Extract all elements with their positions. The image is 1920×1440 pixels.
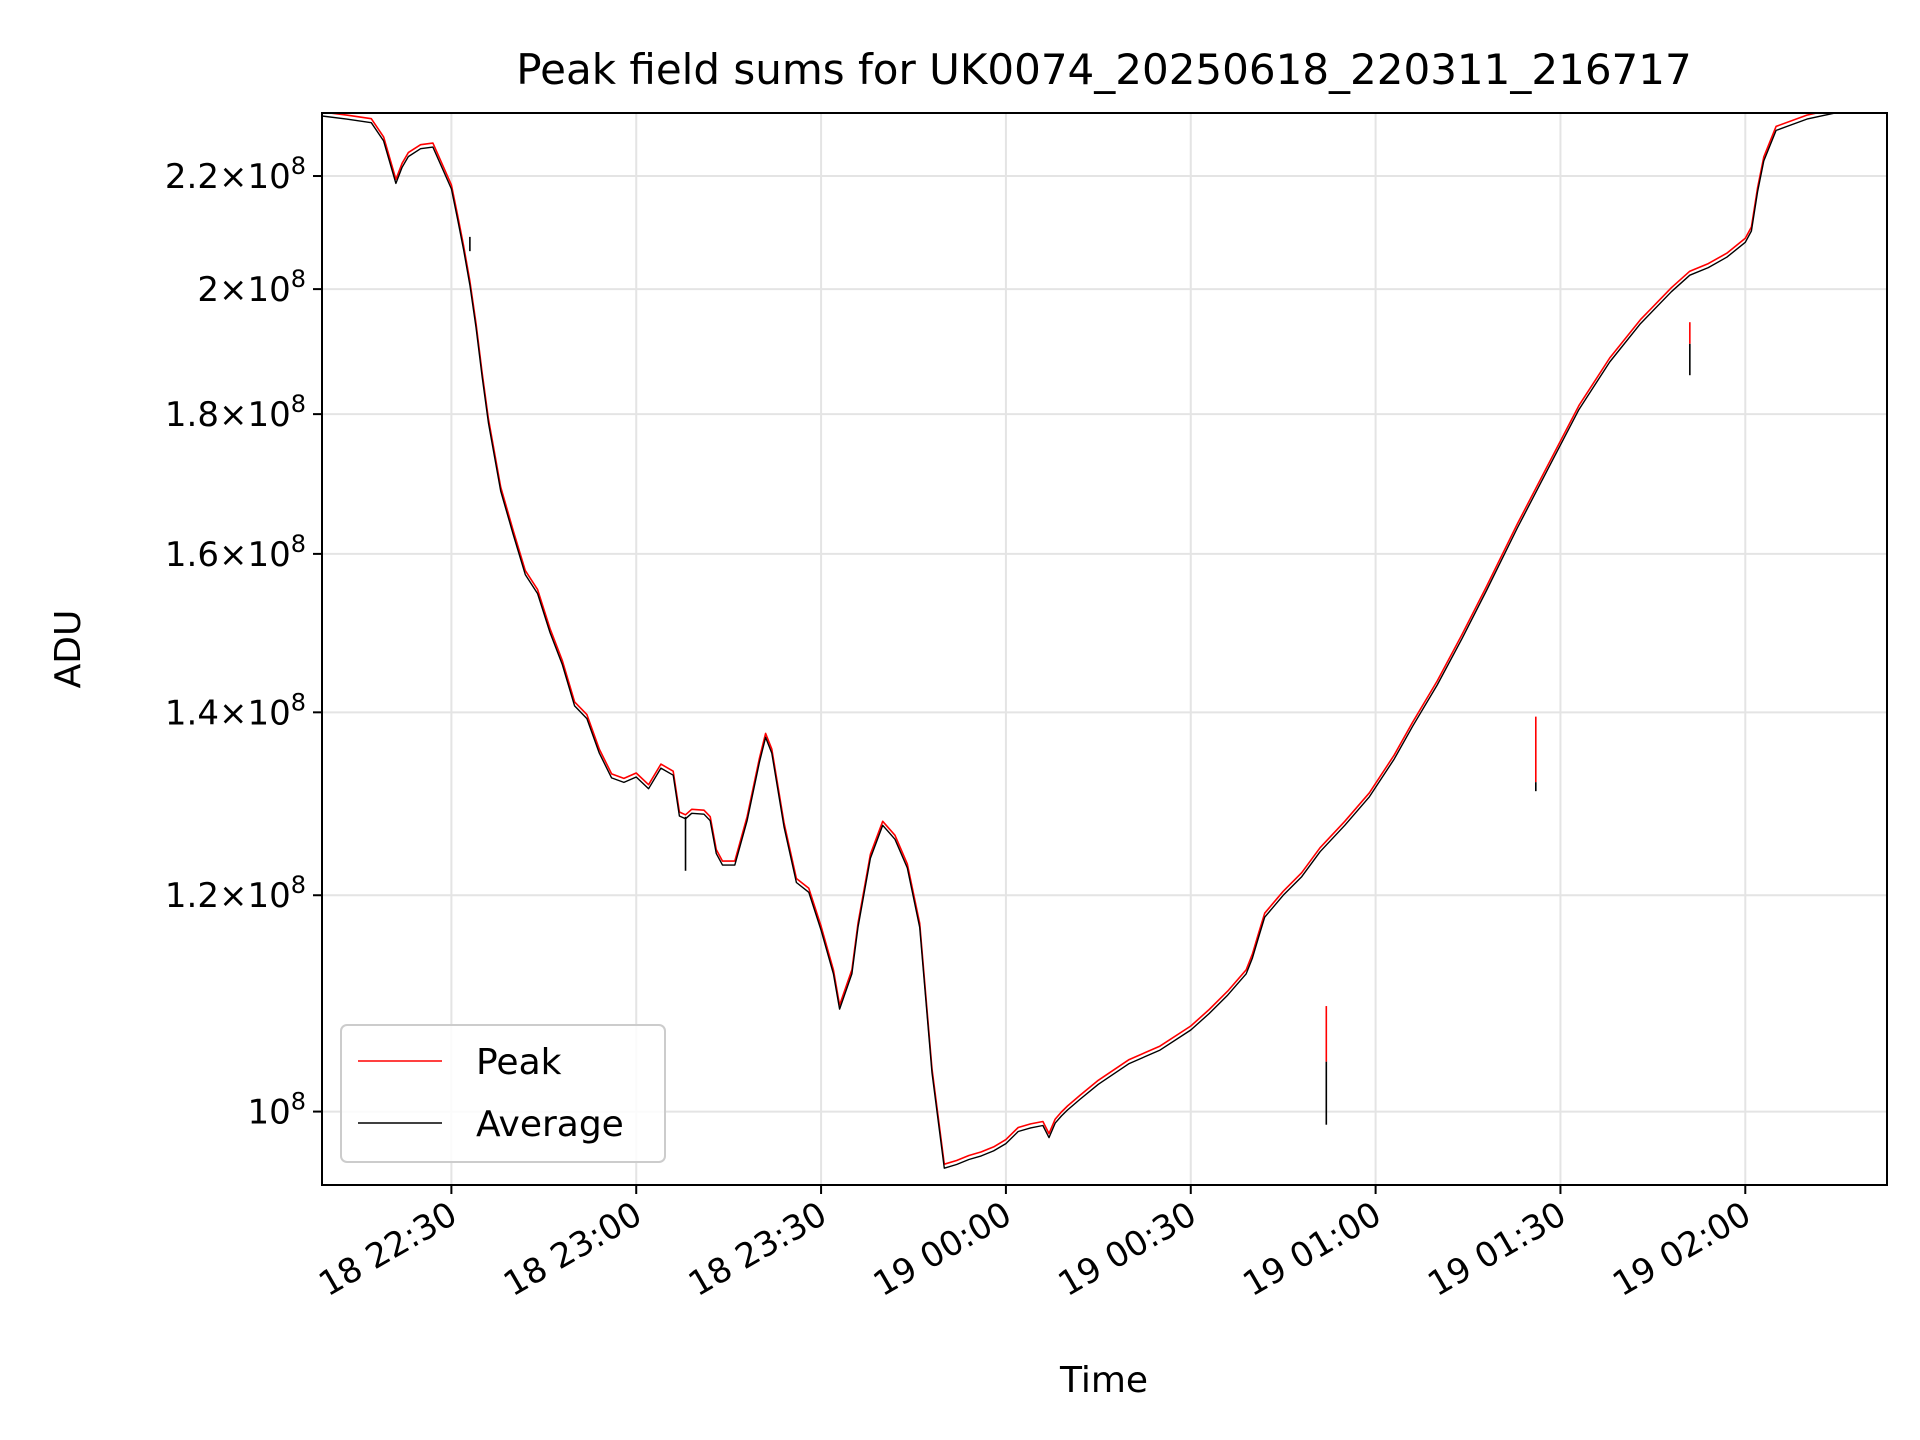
series-line-average	[322, 113, 1839, 1169]
plot-frame	[321, 112, 1888, 1186]
chart-title: Peak field sums for UK0074_20250618_2203…	[516, 45, 1691, 94]
x-axis-label: Time	[1059, 1360, 1148, 1401]
legend: Peak Average	[340, 1024, 666, 1163]
y-tick-label: 108	[247, 1088, 306, 1133]
y-tick-label: 2×108	[197, 265, 306, 310]
series-line-peak	[323, 113, 1821, 1165]
legend-label-average: Average	[476, 1104, 624, 1145]
y-axis: 108 1.2×108 1.4×108 1.6×108 1.8×108 2×108 2.2×…	[165, 152, 322, 1133]
legend-label-peak: Peak	[476, 1042, 562, 1083]
y-tick-label: 1.4×108	[165, 688, 306, 733]
y-tick-label: 1.6×108	[165, 530, 306, 575]
y-axis-label: ADU	[48, 610, 89, 689]
series-lines	[322, 113, 1839, 1169]
y-tick-label: 1.2×108	[165, 871, 306, 916]
y-tick-label: 1.8×108	[165, 390, 306, 435]
legend-box	[340, 1024, 666, 1163]
y-tick-label: 2.2×108	[165, 152, 306, 197]
